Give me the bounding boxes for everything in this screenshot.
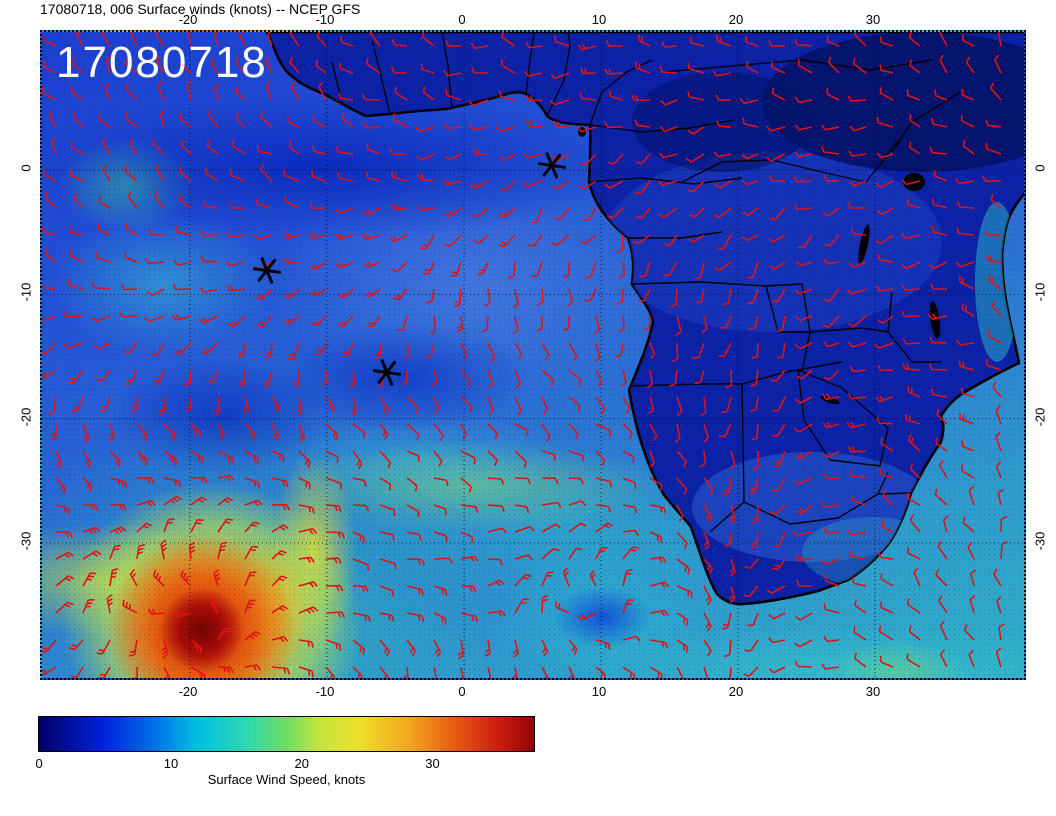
wind-barb-glyphs	[42, 32, 1008, 678]
lon-tick-top: 10	[591, 12, 607, 27]
lat-tick-right: -10	[1032, 282, 1048, 302]
lat-tick-right: -30	[1032, 531, 1048, 551]
lon-tick-bottom: 0	[458, 684, 466, 699]
lon-tick-top: -10	[315, 12, 335, 27]
figure-title: 17080718, 006 Surface winds (knots) -- N…	[40, 1, 361, 17]
lat-tick-left: -20	[18, 407, 34, 426]
lon-tick-top: -20	[178, 12, 198, 27]
lat-tick-right: -20	[1032, 407, 1048, 426]
colorbar-caption: Surface Wind Speed, knots	[207, 772, 366, 787]
colorbar-tick-label: 30	[425, 756, 440, 771]
track-marker-3	[372, 358, 402, 388]
wind-map: 17080718	[40, 30, 1026, 680]
lon-tick-bottom: 20	[728, 684, 744, 699]
track-marker-2	[252, 256, 282, 286]
wind-barbs-layer	[42, 32, 1008, 678]
lat-tick-left: -30	[18, 531, 34, 551]
lat-tick-left: -10	[18, 282, 34, 302]
date-overlay-label: 17080718	[56, 38, 268, 87]
graticule-grid	[42, 32, 1024, 678]
track-marker-1	[537, 150, 567, 180]
colorbar-tick-label: 10	[163, 756, 179, 771]
lon-tick-top: 30	[865, 12, 881, 27]
lat-tick-right: 0	[1032, 164, 1048, 172]
lon-tick-bottom: 30	[865, 684, 881, 699]
lon-tick-top: 20	[728, 12, 744, 27]
colorbar-tick-label: 0	[35, 756, 43, 771]
lat-tick-left: 0	[18, 164, 34, 172]
lon-tick-bottom: -10	[315, 684, 335, 699]
lon-tick-top: 0	[458, 12, 466, 27]
lon-tick-bottom: 10	[591, 684, 607, 699]
colorbar-tick-label: 20	[294, 756, 309, 771]
wind-speed-colorbar	[38, 716, 535, 752]
map-canvas	[42, 32, 1024, 678]
lon-tick-bottom: -20	[178, 684, 198, 699]
